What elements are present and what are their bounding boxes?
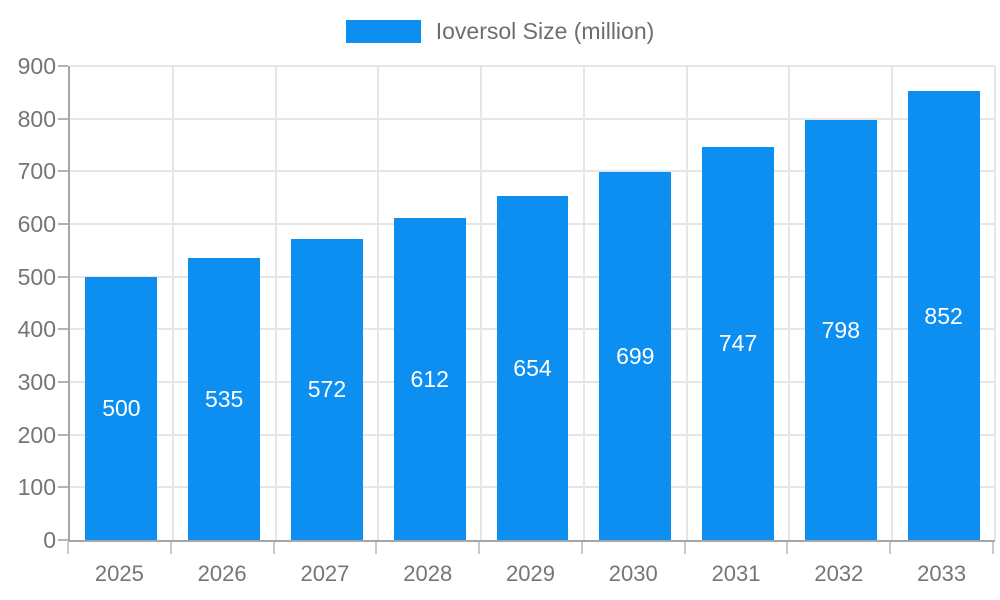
x-tick bbox=[889, 542, 892, 554]
bar-value-label: 798 bbox=[821, 316, 861, 343]
y-tick bbox=[58, 65, 68, 67]
y-tick bbox=[58, 328, 68, 331]
x-tick bbox=[272, 542, 275, 554]
x-gridline bbox=[480, 66, 483, 540]
bar-value-label: 852 bbox=[924, 302, 963, 329]
bar-value-label: 747 bbox=[718, 330, 758, 357]
bar-value-label: 572 bbox=[307, 376, 347, 403]
bar bbox=[907, 91, 980, 540]
x-tick bbox=[580, 542, 583, 554]
legend-swatch bbox=[345, 20, 421, 43]
x-gridline bbox=[171, 66, 174, 540]
plot-area: 500 535 572 612 654 699 747 798 852 bbox=[68, 65, 996, 542]
y-tick-label: 700 bbox=[17, 158, 56, 185]
x-tick bbox=[992, 542, 994, 554]
x-gridline bbox=[274, 66, 277, 540]
bar bbox=[188, 258, 261, 540]
x-tick-label: 2028 bbox=[403, 561, 453, 586]
bar-value-label: 654 bbox=[513, 354, 552, 381]
x-tick-label: 2030 bbox=[608, 561, 658, 586]
x-tick bbox=[169, 542, 172, 554]
y-gridline bbox=[70, 117, 995, 120]
x-tick-label: 2032 bbox=[814, 561, 864, 586]
bar bbox=[702, 146, 775, 540]
legend: Ioversol Size (million) bbox=[0, 20, 1000, 43]
bar bbox=[599, 171, 672, 540]
y-tick-label: 800 bbox=[17, 105, 56, 132]
y-tick bbox=[58, 539, 68, 541]
x-gridline bbox=[994, 66, 996, 540]
y-tick bbox=[58, 170, 68, 173]
x-tick-label: 2025 bbox=[94, 561, 144, 586]
y-tick-label: 200 bbox=[17, 421, 56, 448]
y-tick bbox=[58, 381, 68, 383]
bar-value-label: 699 bbox=[616, 342, 655, 369]
x-tick bbox=[683, 542, 686, 554]
y-tick bbox=[58, 275, 68, 278]
bar-value-label: 535 bbox=[204, 386, 244, 413]
x-tick bbox=[478, 542, 481, 554]
y-tick-label: 500 bbox=[17, 263, 56, 290]
y-tick bbox=[58, 223, 68, 225]
bar bbox=[496, 195, 569, 540]
x-tick-label: 2033 bbox=[917, 561, 967, 586]
y-tick-label: 900 bbox=[17, 53, 56, 79]
bar bbox=[290, 238, 363, 540]
x-tick-label: 2026 bbox=[197, 561, 247, 586]
x-tick bbox=[786, 542, 789, 554]
x-tick bbox=[375, 542, 378, 554]
x-gridline bbox=[685, 66, 688, 540]
bar bbox=[804, 119, 877, 540]
legend-label: Ioversol Size (million) bbox=[435, 18, 655, 44]
bar-value-label: 500 bbox=[102, 395, 141, 422]
y-tick-label: 0 bbox=[43, 527, 56, 553]
x-tick-label: 2031 bbox=[711, 561, 761, 586]
bar bbox=[393, 217, 466, 540]
x-tick bbox=[67, 542, 69, 554]
x-gridline bbox=[891, 66, 894, 540]
y-tick-label: 400 bbox=[17, 316, 56, 343]
y-tick bbox=[58, 433, 68, 436]
y-gridline bbox=[70, 170, 995, 173]
y-tick-label: 100 bbox=[17, 474, 56, 501]
y-tick bbox=[58, 486, 68, 489]
y-tick-label: 300 bbox=[17, 369, 56, 395]
y-tick bbox=[58, 117, 68, 120]
x-gridline bbox=[377, 66, 380, 540]
x-gridline bbox=[788, 66, 791, 540]
y-tick-label: 600 bbox=[17, 211, 56, 237]
x-tick-label: 2027 bbox=[300, 561, 350, 586]
y-gridline bbox=[70, 65, 995, 67]
bar-value-label: 612 bbox=[410, 365, 449, 392]
x-tick-label: 2029 bbox=[506, 561, 555, 586]
bar bbox=[85, 276, 158, 540]
x-gridline bbox=[582, 66, 585, 540]
